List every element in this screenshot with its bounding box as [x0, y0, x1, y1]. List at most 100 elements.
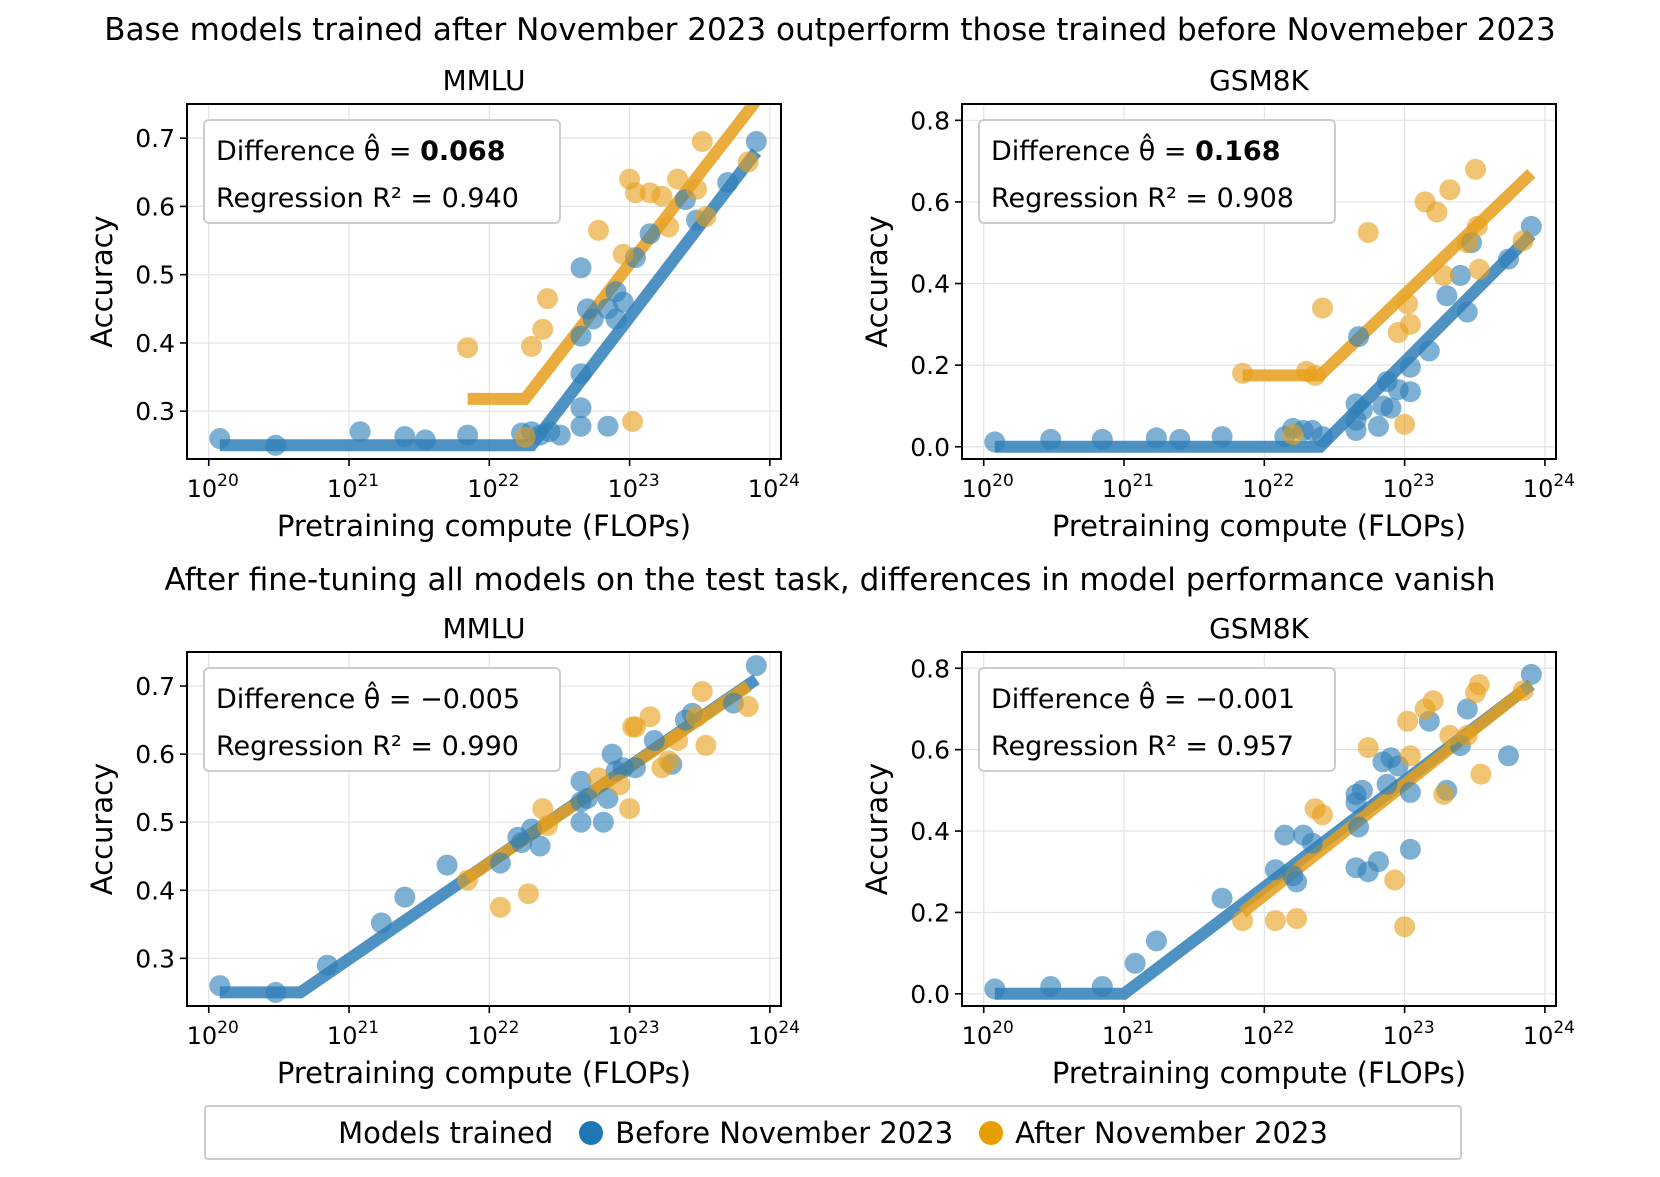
y-tick-label: 0.4 [135, 329, 175, 358]
panel-title: MMLU [442, 64, 525, 97]
point-after [624, 182, 646, 204]
y-axis-label: Accuracy [860, 763, 894, 895]
r2-text: Regression R² = 0.957 [991, 731, 1294, 762]
x-axis-label: Pretraining compute (FLOPs) [1052, 1056, 1466, 1090]
legend-label-before: Before November 2023 [615, 1115, 954, 1150]
x-tick-label: 1024 [1523, 1018, 1575, 1050]
point-before [1264, 859, 1286, 881]
point-after [1456, 232, 1478, 254]
point-before [1091, 428, 1113, 450]
point-after [1384, 869, 1406, 891]
y-tick-label: 0.2 [910, 898, 950, 927]
y-tick-label: 0.6 [135, 192, 175, 221]
point-after [1282, 424, 1304, 445]
point-before [570, 415, 592, 437]
point-before [1345, 419, 1367, 441]
point-before [1145, 930, 1167, 952]
point-before [1040, 976, 1062, 997]
x-tick-label: 1021 [1102, 1018, 1154, 1050]
point-before [1301, 832, 1323, 854]
point-after [1304, 364, 1326, 386]
y-tick-label: 0.6 [910, 736, 950, 765]
y-tick-label: 0.8 [910, 654, 950, 683]
y-tick-label: 0.6 [910, 188, 950, 217]
panel-base-gsm8k: 1020 1021 1022 1023 1024 0.0 0.2 0.4 0.6 0.8 GSM8K… [860, 64, 1575, 543]
point-after [1468, 258, 1490, 280]
point-before [643, 730, 665, 751]
point-before [1145, 427, 1167, 449]
r2-text: Regression R² = 0.990 [216, 731, 519, 762]
point-before [549, 424, 571, 446]
point-before [1274, 824, 1296, 846]
point-before [1367, 851, 1389, 873]
point-before [1376, 773, 1398, 795]
point-before [1091, 976, 1113, 997]
row-title-2: After fine-tuning all models on the test… [164, 562, 1496, 598]
difference-text: Difference θ̂ = −0.001 [991, 681, 1295, 715]
point-after [1399, 745, 1421, 767]
point-before [984, 978, 1006, 1000]
point-before [349, 421, 371, 443]
point-before [1456, 301, 1478, 323]
point-after [622, 411, 644, 432]
axes-frame [186, 103, 782, 460]
y-tick-label: 0.7 [135, 672, 175, 701]
point-before [570, 363, 592, 385]
x-axis-label: Pretraining compute (FLOPs) [277, 509, 691, 543]
point-before [1351, 399, 1373, 421]
point-after [1433, 783, 1455, 805]
y-tick-label: 0.4 [135, 876, 175, 905]
point-before [209, 428, 231, 449]
point-after [1422, 690, 1444, 712]
plot-area [984, 158, 1542, 453]
point-after [658, 750, 680, 772]
point-after [1312, 297, 1333, 319]
point-after [737, 151, 759, 173]
x-axis-label: Pretraining compute (FLOPs) [277, 1056, 691, 1090]
y-tick-label: 0.0 [910, 433, 950, 462]
point-before [745, 655, 767, 677]
point-before [592, 811, 614, 833]
point-before [521, 818, 542, 840]
point-after [457, 337, 479, 359]
x-tick-label: 1020 [962, 471, 1014, 503]
point-before [570, 397, 592, 419]
point-before [639, 223, 661, 245]
point-after [1232, 910, 1254, 932]
point-before [624, 757, 646, 779]
x-axis-label: Pretraining compute (FLOPs) [1052, 509, 1466, 543]
legend-item-after: After November 2023 [979, 1116, 1328, 1150]
point-before [570, 770, 592, 792]
point-after [1465, 158, 1486, 180]
point-after [1439, 179, 1461, 201]
y-tick-label: 0.5 [135, 261, 175, 290]
point-before [1348, 816, 1370, 838]
y-tick-label: 0.3 [135, 944, 175, 973]
point-before [394, 426, 416, 447]
difference-text: Difference θ̂ = 0.168 [991, 133, 1281, 167]
point-after [1232, 362, 1254, 384]
point-after [686, 178, 707, 200]
point-after [514, 426, 536, 448]
stats-box [203, 667, 561, 772]
point-before [529, 835, 551, 857]
point-after [1456, 724, 1478, 746]
point-after [695, 206, 717, 228]
point-before [1399, 356, 1421, 378]
point-after [517, 883, 539, 905]
point-after [667, 168, 689, 190]
point-before [209, 975, 231, 997]
point-before [1520, 663, 1542, 685]
point-after [667, 730, 689, 751]
point-after [1394, 916, 1416, 938]
point-after [1397, 293, 1419, 315]
x-tick-label: 1024 [748, 471, 800, 503]
x-tick-label: 1023 [1383, 1018, 1435, 1050]
point-after [457, 869, 479, 891]
point-before [1286, 871, 1308, 893]
point-after [1397, 710, 1419, 732]
legend-label-after: After November 2023 [1015, 1115, 1328, 1150]
point-before [1399, 781, 1421, 803]
axes-frame [961, 651, 1557, 1007]
figure-canvas: 1020 1021 1022 1023 1024 0.3 0.4 0.5 0.6 0.7 MMLU P… [85, 64, 1575, 1090]
